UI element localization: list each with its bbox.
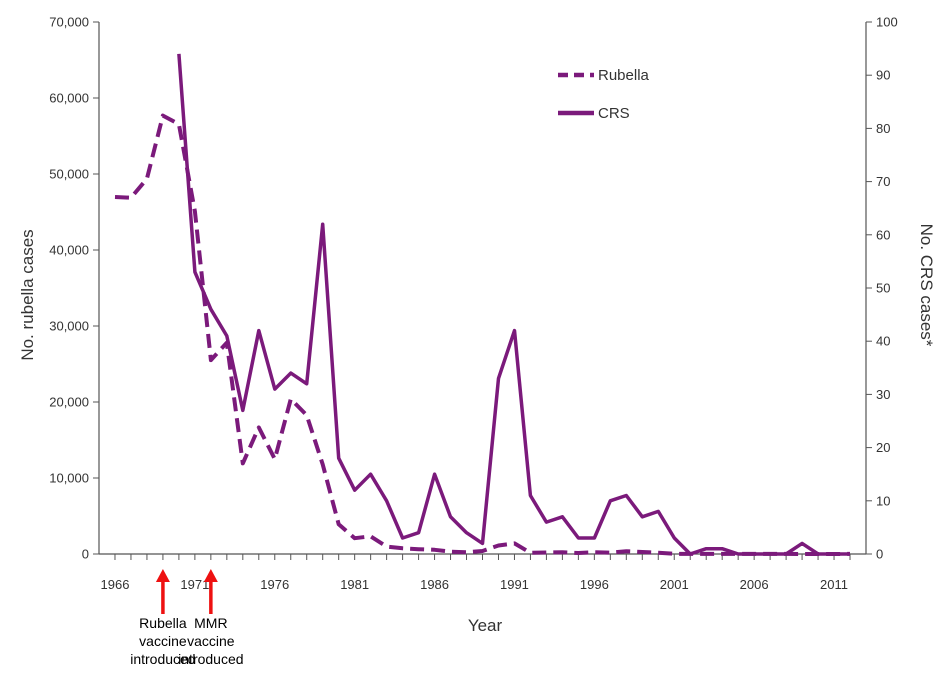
annotation-text-line: MMR — [194, 615, 227, 631]
left-y-tick-label: 40,000 — [49, 243, 89, 258]
annotation-text-line: vaccine — [139, 633, 187, 649]
right-y-tick-label: 10 — [876, 493, 890, 508]
arrow-up-icon — [155, 569, 170, 582]
series-line-rubella — [114, 113, 851, 556]
x-tick-label: 2011 — [820, 577, 848, 592]
right-y-tick-label: 20 — [876, 440, 890, 455]
x-tick-label: 1991 — [500, 577, 529, 592]
left-y-axis-ticks: 0 10,000 20,000 30,000 40,000 50,000 60,000 70,… — [49, 15, 99, 562]
legend: Rubella CRS — [558, 67, 650, 122]
right-y-tick-label: 0 — [876, 547, 883, 562]
annotation-mmr-vaccine: MMR vaccine introduced — [178, 569, 244, 667]
annotation-text-line: Rubella — [139, 615, 187, 631]
x-tick-label: 1976 — [260, 577, 289, 592]
legend-label-crs: CRS — [598, 105, 630, 122]
left-y-tick-label: 70,000 — [49, 15, 89, 30]
left-y-tick-label: 20,000 — [49, 395, 89, 410]
plot-frame — [98, 22, 867, 555]
left-y-tick-label: 0 — [82, 547, 89, 562]
right-y-tick-label: 40 — [876, 334, 890, 349]
right-y-tick-label: 100 — [876, 15, 898, 30]
x-tick-label: 1986 — [420, 577, 449, 592]
legend-label-rubella: Rubella — [598, 67, 650, 84]
x-tick-label: 1981 — [340, 577, 369, 592]
x-tick-label: 2006 — [740, 577, 769, 592]
x-tick-label: 2001 — [660, 577, 689, 592]
left-y-tick-label: 30,000 — [49, 319, 89, 334]
right-y-tick-label: 60 — [876, 227, 890, 242]
left-y-tick-label: 60,000 — [49, 91, 89, 106]
annotation-layer: RubellavaccineintroducedMMRvaccineintrod… — [130, 569, 244, 667]
x-axis-ticks: 1966 1971 1976 1981 1986 1991 1996 2001 2006 2011 — [101, 554, 851, 592]
series-line-crs — [177, 53, 850, 556]
x-tick-label: 1966 — [101, 577, 130, 592]
left-y-axis-title: No. rubella cases — [18, 229, 37, 360]
series-layer — [114, 53, 851, 556]
right-y-tick-label: 50 — [876, 281, 890, 296]
x-axis-title: Year — [468, 616, 503, 635]
x-tick-label: 1996 — [580, 577, 609, 592]
annotation-rubella-vaccine: Rubella vaccine introduced — [130, 569, 196, 667]
left-y-tick-label: 10,000 — [49, 471, 89, 486]
right-y-tick-label: 70 — [876, 174, 890, 189]
annotation-text-line: introduced — [130, 651, 195, 667]
left-y-tick-label: 50,000 — [49, 167, 89, 182]
x-tick-label: 1971 — [180, 577, 209, 592]
arrow-up-icon — [203, 569, 218, 582]
annotation-text-line: vaccine — [187, 633, 235, 649]
right-y-tick-label: 80 — [876, 121, 890, 136]
right-y-axis-ticks: 0 10 20 30 40 50 60 70 80 90 100 — [866, 15, 898, 562]
right-y-tick-label: 90 — [876, 68, 890, 83]
right-y-axis-title: No. CRS cases* — [917, 224, 936, 347]
right-y-tick-label: 30 — [876, 387, 890, 402]
annotation-text-line: introduced — [178, 651, 243, 667]
